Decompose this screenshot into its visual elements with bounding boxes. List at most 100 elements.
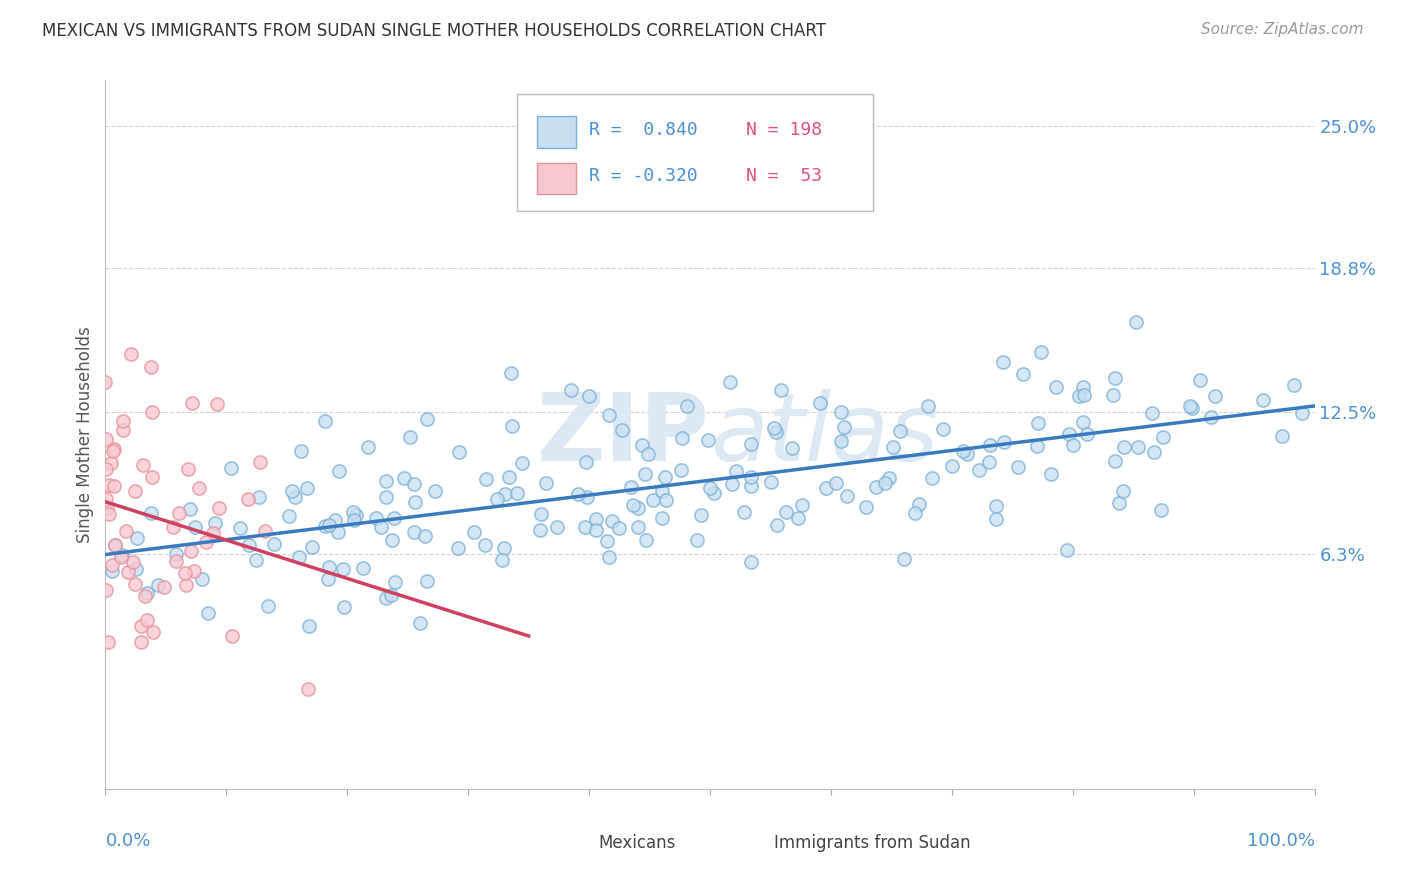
Point — [1204, 389, 1226, 403]
Point — [766, 518, 789, 533]
Point — [333, 600, 356, 615]
Point — [877, 471, 900, 485]
Point — [567, 487, 589, 501]
Point — [183, 565, 205, 579]
Point — [1152, 430, 1174, 444]
Point — [125, 562, 148, 576]
Point — [187, 481, 209, 495]
Point — [146, 578, 169, 592]
Point — [620, 479, 643, 493]
Point — [181, 396, 204, 410]
Point — [1142, 406, 1164, 420]
Point — [631, 438, 654, 452]
Point — [1076, 427, 1098, 442]
Point — [328, 525, 350, 540]
Point — [165, 547, 187, 561]
Point — [375, 490, 398, 504]
Point — [162, 520, 184, 534]
Point — [402, 477, 425, 491]
Point — [290, 443, 312, 458]
Point — [202, 526, 225, 541]
Point — [205, 397, 228, 411]
Point — [318, 560, 340, 574]
Text: N =  53: N = 53 — [747, 167, 823, 185]
Point — [621, 498, 644, 512]
Point — [941, 458, 963, 473]
Point — [314, 519, 336, 533]
Point — [97, 477, 120, 491]
Point — [404, 525, 426, 540]
Point — [101, 558, 124, 572]
Point — [824, 476, 846, 491]
Point — [921, 471, 943, 485]
Point — [1071, 380, 1094, 394]
Point — [669, 463, 692, 477]
Point — [111, 414, 134, 428]
Point — [1073, 387, 1095, 401]
Text: Mexicans: Mexicans — [599, 834, 676, 852]
Point — [534, 475, 557, 490]
Point — [197, 606, 219, 620]
Point — [855, 500, 877, 514]
Point — [280, 483, 302, 498]
Point — [832, 419, 855, 434]
FancyBboxPatch shape — [516, 95, 873, 211]
Text: 100.0%: 100.0% — [1247, 832, 1315, 850]
Point — [501, 418, 523, 433]
Point — [141, 625, 163, 640]
Point — [501, 367, 523, 381]
Point — [384, 574, 406, 589]
Point — [486, 491, 509, 506]
Point — [120, 347, 142, 361]
Point — [301, 541, 323, 555]
Point — [141, 404, 163, 418]
Point — [627, 500, 650, 515]
Point — [249, 455, 271, 469]
Point — [474, 538, 496, 552]
Point — [277, 509, 299, 524]
Point — [893, 551, 915, 566]
Point — [423, 483, 446, 498]
Point — [967, 463, 990, 477]
Point — [179, 502, 201, 516]
Point — [718, 375, 741, 389]
Text: R = -0.320: R = -0.320 — [589, 167, 697, 185]
Point — [1112, 483, 1135, 498]
Point — [491, 553, 513, 567]
Point — [560, 383, 582, 397]
Point — [141, 469, 163, 483]
Point — [651, 511, 673, 525]
Point — [787, 511, 810, 525]
Point — [830, 405, 852, 419]
Point — [991, 355, 1014, 369]
Point — [506, 486, 529, 500]
Point — [1178, 399, 1201, 413]
Point — [416, 412, 439, 426]
Point — [1201, 410, 1223, 425]
Point — [295, 481, 318, 495]
Point — [247, 490, 270, 504]
Point — [256, 599, 278, 614]
Point — [219, 461, 242, 475]
Point — [979, 438, 1001, 452]
Point — [596, 533, 619, 548]
Point — [177, 461, 200, 475]
Point — [574, 520, 596, 534]
Point — [374, 591, 396, 605]
Point — [141, 360, 163, 375]
Point — [775, 505, 797, 519]
Point — [97, 507, 120, 521]
Point — [124, 484, 146, 499]
Point — [104, 537, 127, 551]
Point — [316, 572, 339, 586]
Point — [314, 414, 336, 428]
Point — [416, 574, 439, 589]
FancyBboxPatch shape — [537, 162, 576, 194]
Point — [1291, 406, 1313, 420]
Point — [703, 486, 725, 500]
Point — [1126, 440, 1149, 454]
Point — [398, 429, 420, 443]
Point — [598, 409, 620, 423]
Point — [449, 444, 471, 458]
Point — [634, 533, 657, 547]
